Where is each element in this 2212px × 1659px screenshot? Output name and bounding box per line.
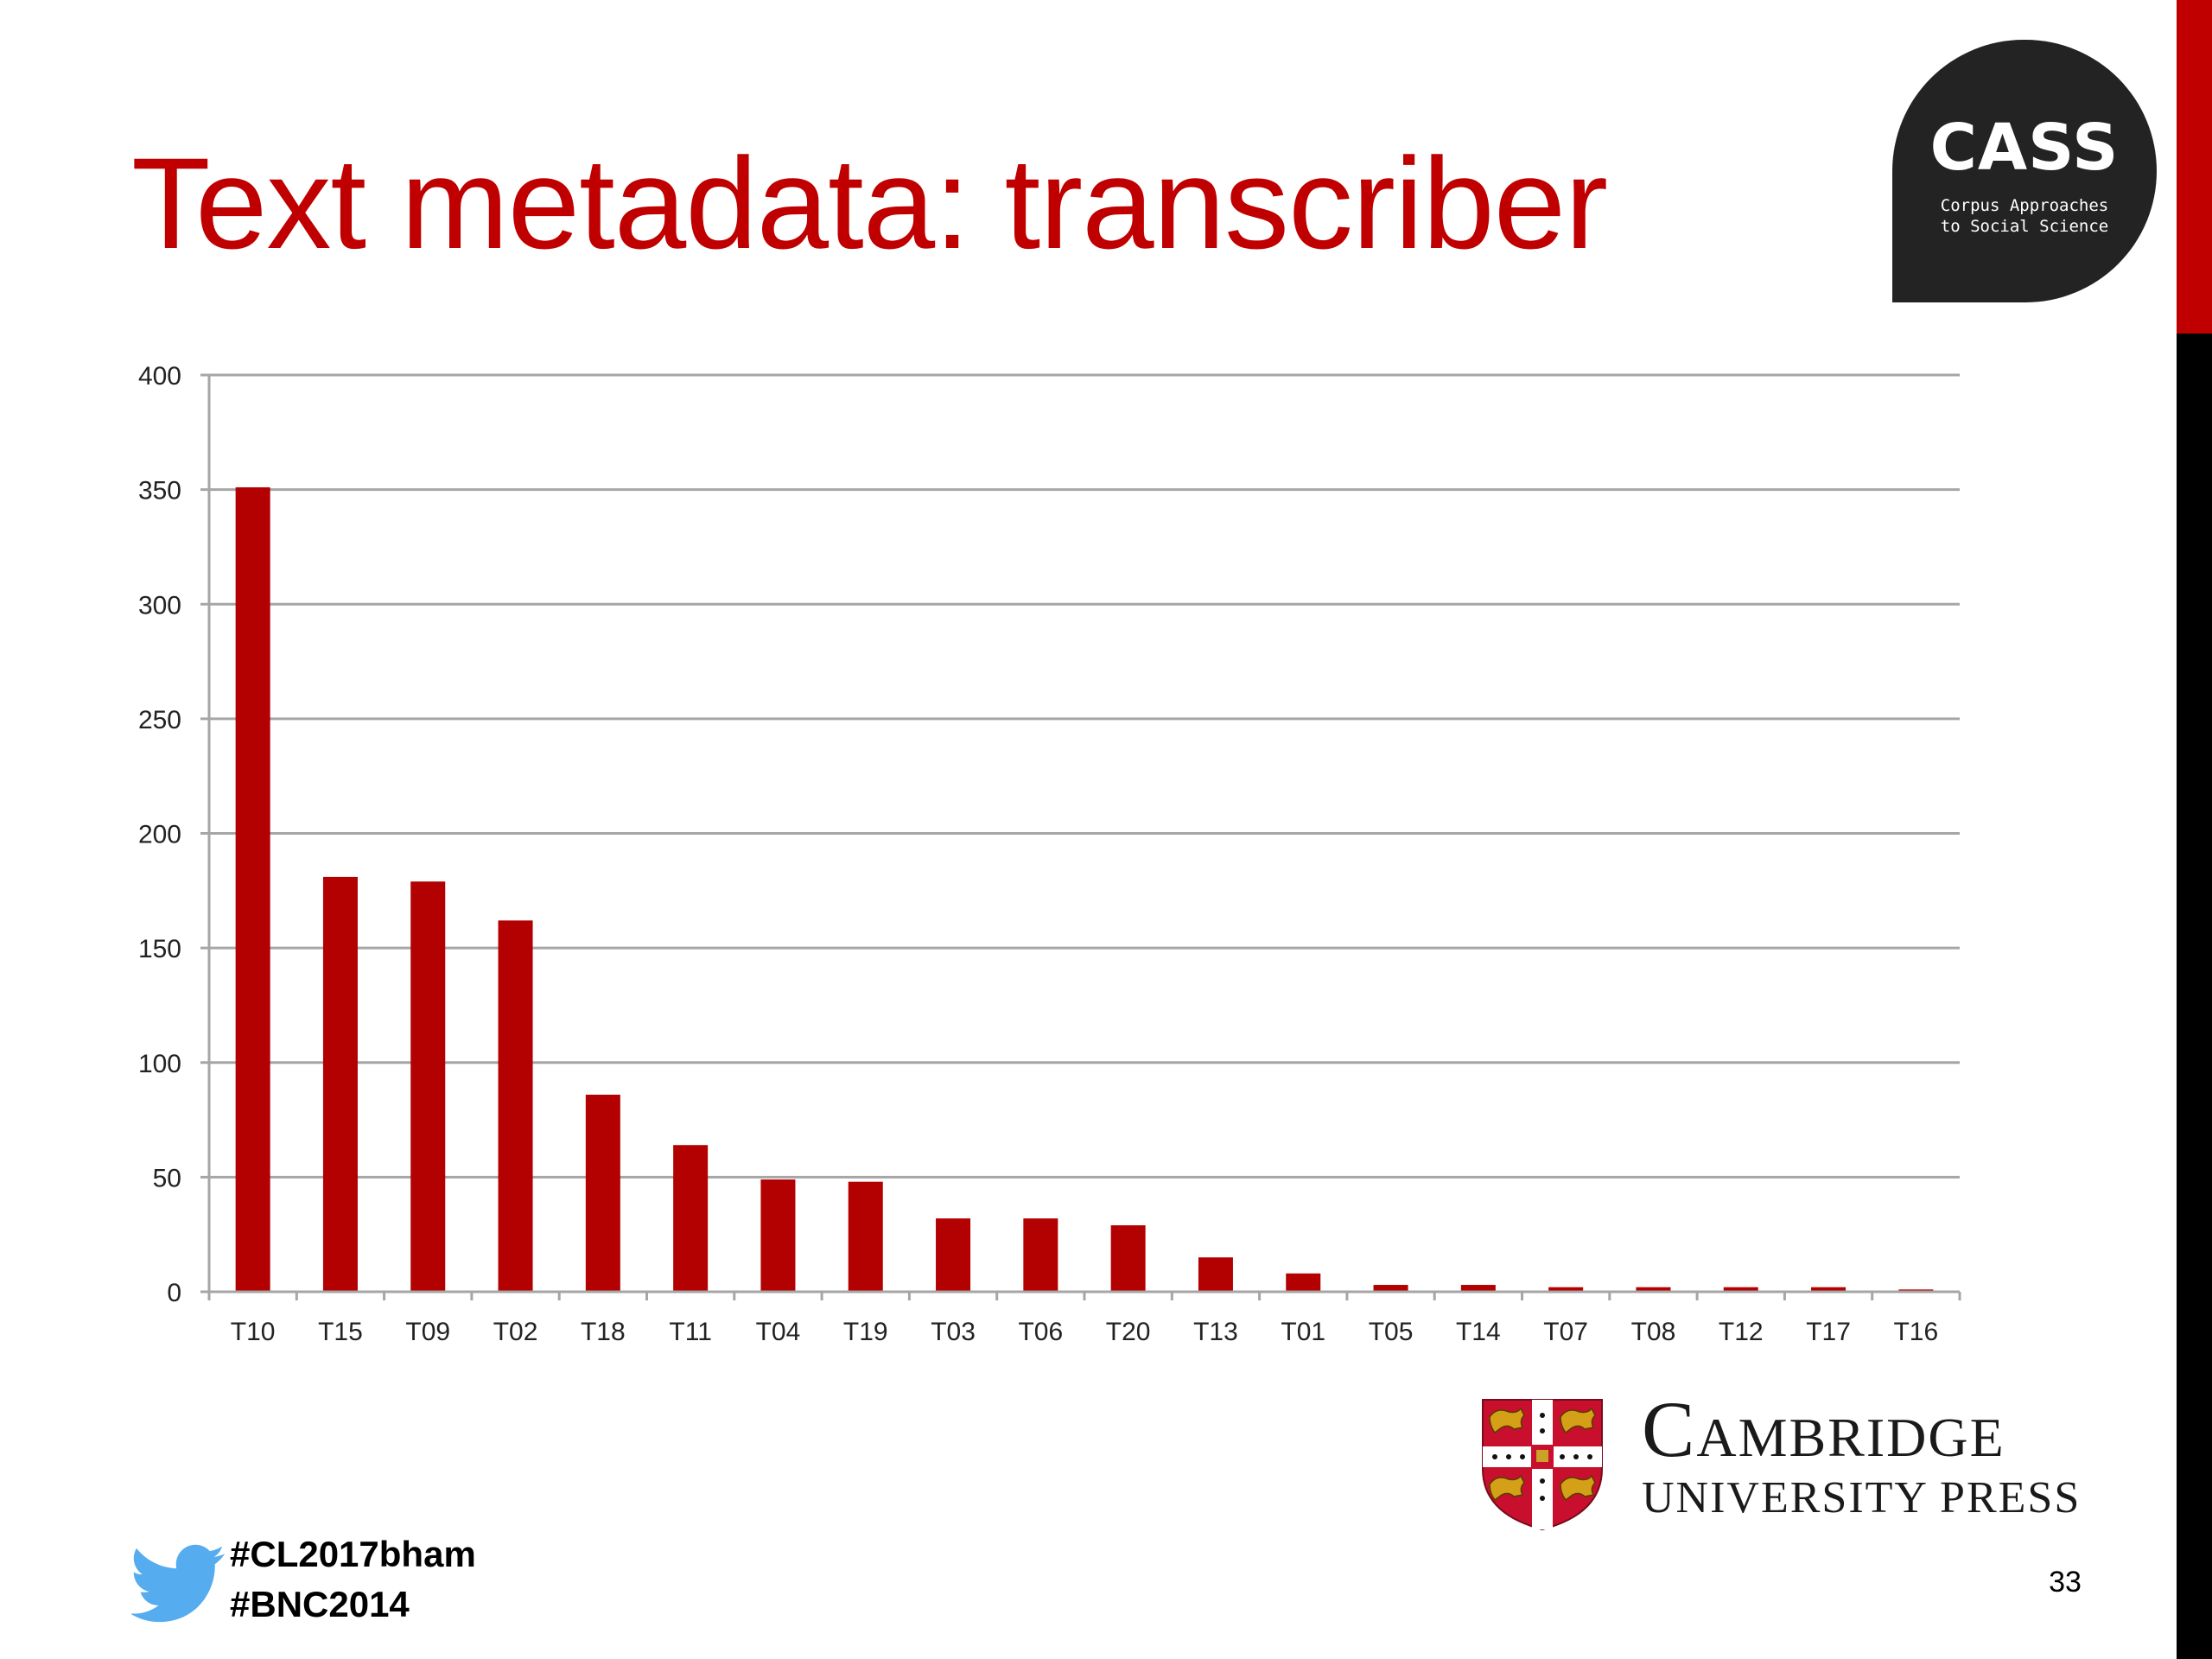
bar-T07 (1548, 1287, 1584, 1292)
bar-T11 (673, 1145, 709, 1292)
x-tick-label: T06 (1018, 1318, 1063, 1346)
y-tick-label: 200 (138, 821, 181, 849)
x-tick-label: T03 (931, 1318, 976, 1346)
hashtag-1: #CL2017bham (230, 1534, 476, 1574)
x-tick-label: T12 (1719, 1318, 1764, 1346)
y-tick-label: 0 (167, 1279, 181, 1307)
hashtags-block: #CL2017bham #BNC2014 (131, 1528, 563, 1631)
x-tick-label: T09 (405, 1318, 450, 1346)
y-tick-label: 150 (138, 935, 181, 963)
bar-T18 (585, 1094, 620, 1292)
y-tick-label: 300 (138, 591, 181, 620)
bar-T03 (936, 1218, 971, 1292)
publisher-name-line1: Cambridge (1642, 1385, 2005, 1473)
bar-T02 (498, 920, 533, 1292)
cass-logo-tagline: Corpus Approaches to Social Science (1892, 195, 2157, 237)
x-tick-label: T17 (1806, 1318, 1851, 1346)
x-tick-label: T19 (843, 1318, 888, 1346)
x-tick-label: T04 (756, 1318, 801, 1346)
publisher-name-line2: University Press (1642, 1473, 2082, 1522)
cass-logo: CASS Corpus Approaches to Social Science (1892, 40, 2157, 302)
bar-T19 (848, 1181, 883, 1292)
y-tick-label: 350 (138, 477, 181, 505)
x-axis-tick-labels: T10 T15 T09 T02 T18 T11 T04 T19 T03 T06 T20 T13 T01 T… (231, 1318, 1938, 1346)
x-tick-label: T13 (1193, 1318, 1238, 1346)
x-tick-label: T14 (1456, 1318, 1501, 1346)
x-tick-label: T16 (1893, 1318, 1938, 1346)
cass-logo-tagline-line2: to Social Science (1940, 217, 2109, 236)
chart-gridlines (200, 373, 1960, 1294)
cass-logo-tagline-line1: Corpus Approaches (1940, 196, 2109, 215)
bar-T17 (1811, 1287, 1847, 1292)
x-tick-label: T18 (581, 1318, 626, 1346)
page-number: 33 (2049, 1566, 2082, 1599)
twitter-bird-icon (131, 1544, 226, 1623)
side-accent-bar-black (2177, 334, 2212, 1659)
side-accent-bar-red (2177, 0, 2212, 334)
x-tick-label: T07 (1543, 1318, 1588, 1346)
x-tick-label: T02 (493, 1318, 538, 1346)
chart-axes (207, 375, 1961, 1300)
hashtag-2: #BNC2014 (230, 1584, 410, 1624)
x-tick-label: T05 (1369, 1318, 1414, 1346)
y-tick-label: 250 (138, 706, 181, 734)
bar-T12 (1723, 1287, 1758, 1292)
bar-T04 (760, 1179, 796, 1292)
bar-T15 (322, 876, 358, 1292)
bar-T09 (410, 881, 446, 1292)
x-tick-label: T01 (1281, 1318, 1325, 1346)
bar-T10 (235, 486, 270, 1292)
y-axis-tick-labels: 0 50 100 150 200 250 300 350 400 (138, 362, 181, 1307)
x-tick-label: T11 (669, 1318, 711, 1346)
bar-T20 (1110, 1225, 1146, 1292)
bar-T08 (1636, 1287, 1671, 1292)
bar-T06 (1023, 1218, 1058, 1292)
y-tick-label: 400 (138, 362, 181, 391)
publisher-name: Cambridge University Press (1642, 1389, 2081, 1521)
x-tick-label: T20 (1106, 1318, 1151, 1346)
y-tick-label: 100 (138, 1050, 181, 1078)
university-crest-icon (1482, 1399, 1603, 1531)
chart-bars (235, 486, 1934, 1292)
y-tick-label: 50 (153, 1164, 181, 1192)
x-tick-label: T10 (231, 1318, 276, 1346)
bar-T14 (1460, 1285, 1496, 1292)
bar-T01 (1286, 1273, 1321, 1292)
slide-title: Text metadata: transcriber (131, 130, 1608, 276)
x-tick-label: T15 (318, 1318, 363, 1346)
cambridge-university-press-logo: Cambridge University Press (1478, 1389, 2152, 1536)
bar-T05 (1373, 1285, 1408, 1292)
bar-T13 (1198, 1257, 1233, 1292)
x-tick-label: T08 (1631, 1318, 1676, 1346)
cass-logo-name: CASS (1929, 111, 2120, 185)
